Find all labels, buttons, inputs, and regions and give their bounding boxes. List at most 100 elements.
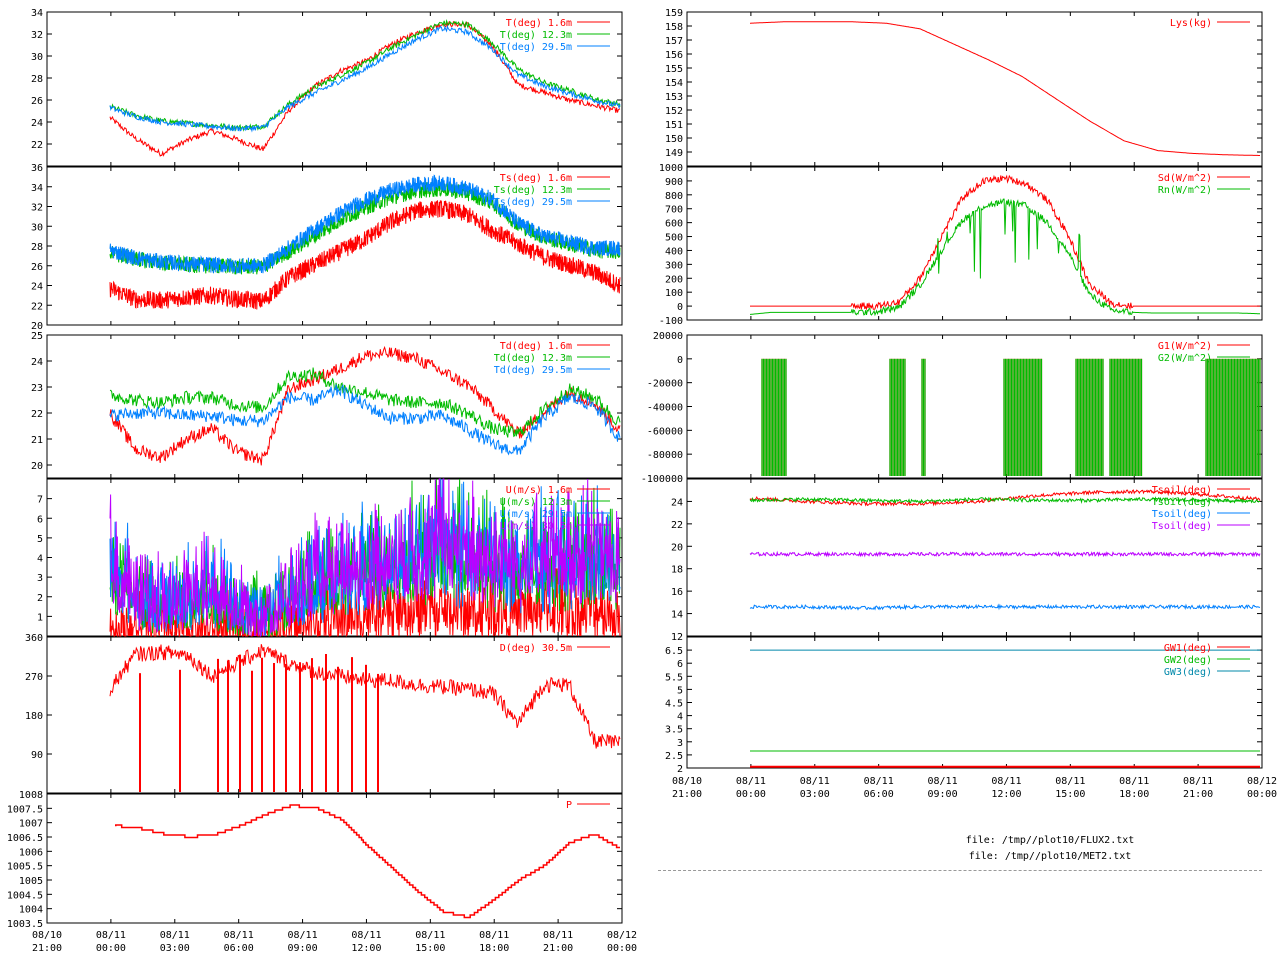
left-x-tick-label-date: 08/11 bbox=[479, 930, 509, 941]
left-x-tick-label-time: 21:00 bbox=[543, 943, 573, 954]
panel-d: 90180270360D(deg) 30.5m bbox=[25, 633, 622, 793]
y-tick-label: 152 bbox=[665, 106, 683, 117]
right-x-tick-label-date: 08/11 bbox=[1119, 776, 1149, 787]
legend-label: T(deg) 29.5m bbox=[500, 42, 572, 53]
y-tick-label: 34 bbox=[31, 8, 43, 19]
y-tick-label: 2.5 bbox=[665, 751, 683, 762]
panel-td: 202122232425Td(deg) 1.6mTd(deg) 12.3mTd(… bbox=[31, 331, 622, 478]
left-x-tick-label-date: 08/12 bbox=[607, 930, 637, 941]
left-x-tick-label-time: 18:00 bbox=[479, 943, 509, 954]
right-x-tick-label-time: 12:00 bbox=[991, 789, 1021, 800]
y-tick-label: 7 bbox=[37, 495, 43, 506]
plot-frame bbox=[47, 794, 622, 923]
y-tick-label: 25 bbox=[31, 331, 43, 342]
y-tick-label: 26 bbox=[31, 262, 43, 273]
y-tick-label: 22 bbox=[31, 140, 43, 151]
legend-label: Sd(W/m^2) bbox=[1158, 173, 1212, 184]
y-tick-label: 270 bbox=[25, 672, 43, 683]
y-tick-label: -60000 bbox=[647, 426, 683, 437]
y-tick-label: 180 bbox=[25, 711, 43, 722]
y-tick-label: 32 bbox=[31, 203, 43, 214]
y-tick-label: 1008 bbox=[19, 790, 43, 801]
right-x-tick-label-date: 08/12 bbox=[1247, 776, 1277, 787]
separator-line bbox=[658, 870, 1262, 871]
legend-label: Tsoil(deg) bbox=[1152, 509, 1212, 520]
y-tick-label: 151 bbox=[665, 120, 683, 131]
y-tick-label: 3 bbox=[37, 573, 43, 584]
y-tick-label: 3 bbox=[677, 738, 683, 749]
y-tick-label: 0 bbox=[677, 355, 683, 366]
left-x-tick-label-time: 03:00 bbox=[160, 943, 190, 954]
left-x-tick-label-time: 21:00 bbox=[32, 943, 62, 954]
y-tick-label: 24 bbox=[31, 357, 43, 368]
file-label-flux: file: /tmp//plot10/FLUX2.txt bbox=[780, 835, 1280, 846]
y-tick-label: -100000 bbox=[641, 474, 683, 485]
y-tick-label: 4 bbox=[677, 712, 683, 723]
y-tick-label: 149 bbox=[665, 148, 683, 159]
legend-label: U(m/s) 30.5m bbox=[500, 521, 572, 532]
y-tick-label: 100 bbox=[665, 288, 683, 299]
y-tick-label: 6 bbox=[37, 514, 43, 525]
right-x-tick-label-time: 06:00 bbox=[864, 789, 894, 800]
y-tick-label: 23 bbox=[31, 383, 43, 394]
right-x-tick-label-time: 00:00 bbox=[736, 789, 766, 800]
y-tick-label: 20 bbox=[31, 461, 43, 472]
plot-frame bbox=[47, 637, 622, 793]
y-tick-label: 30 bbox=[31, 222, 43, 233]
series-red bbox=[750, 22, 1260, 156]
right-x-tick-label-date: 08/10 bbox=[672, 776, 702, 787]
y-tick-label: 1005 bbox=[19, 876, 43, 887]
left-x-tick-label-date: 08/11 bbox=[351, 930, 381, 941]
legend-label: GW1(deg) bbox=[1164, 643, 1212, 654]
y-tick-label: 1 bbox=[37, 612, 43, 623]
y-tick-label: 150 bbox=[665, 134, 683, 145]
legend-label: Td(deg) 1.6m bbox=[500, 341, 572, 352]
left-x-tick-label-date: 08/11 bbox=[288, 930, 318, 941]
legend-label: GW2(deg) bbox=[1164, 655, 1212, 666]
y-tick-label: 2 bbox=[37, 593, 43, 604]
right-x-tick-label-date: 08/11 bbox=[864, 776, 894, 787]
legend-label: GW3(deg) bbox=[1164, 667, 1212, 678]
y-tick-label: 154 bbox=[665, 78, 683, 89]
panel-p: 1003.510041004.510051005.510061006.51007… bbox=[7, 790, 622, 930]
y-tick-label: 0 bbox=[677, 302, 683, 313]
y-tick-label: 600 bbox=[665, 219, 683, 230]
y-tick-label: 4 bbox=[37, 554, 43, 565]
y-tick-label: 6 bbox=[677, 659, 683, 670]
plot-frame bbox=[687, 12, 1262, 166]
left-x-tick-label-date: 08/11 bbox=[224, 930, 254, 941]
y-tick-label: 1007 bbox=[19, 819, 43, 830]
y-tick-label: 400 bbox=[665, 246, 683, 257]
y-tick-label: 153 bbox=[665, 92, 683, 103]
series-blue bbox=[750, 605, 1260, 609]
right-x-tick-label-time: 00:00 bbox=[1247, 789, 1277, 800]
y-tick-label: 300 bbox=[665, 260, 683, 271]
y-tick-label: 155 bbox=[665, 64, 683, 75]
right-x-tick-label-time: 03:00 bbox=[800, 789, 830, 800]
right-x-tick-label-date: 08/11 bbox=[928, 776, 958, 787]
left-x-tick-label-date: 08/10 bbox=[32, 930, 62, 941]
legend-label: G1(W/m^2) bbox=[1158, 341, 1212, 352]
left-x-tick-label-date: 08/11 bbox=[160, 930, 190, 941]
file-label-met: file: /tmp//plot10/MET2.txt bbox=[780, 851, 1280, 862]
left-x-tick-label-time: 09:00 bbox=[288, 943, 318, 954]
y-tick-label: 24 bbox=[671, 497, 683, 508]
left-x-tick-label-date: 08/11 bbox=[415, 930, 445, 941]
y-tick-label: 200 bbox=[665, 274, 683, 285]
left-x-tick-label-date: 08/11 bbox=[96, 930, 126, 941]
y-tick-label: 36 bbox=[31, 163, 43, 174]
left-x-tick-label-time: 15:00 bbox=[415, 943, 445, 954]
y-tick-label: 157 bbox=[665, 36, 683, 47]
y-tick-label: 1003.5 bbox=[7, 919, 43, 930]
legend-label: T(deg) 12.3m bbox=[500, 30, 572, 41]
right-x-tick-label-date: 08/11 bbox=[991, 776, 1021, 787]
left-x-tick-label-time: 00:00 bbox=[607, 943, 637, 954]
legend-label: Ts(deg) 29.5m bbox=[494, 197, 572, 208]
legend-label: Ts(deg) 12.3m bbox=[494, 185, 572, 196]
y-tick-label: 28 bbox=[31, 242, 43, 253]
y-tick-label: 158 bbox=[665, 22, 683, 33]
y-tick-label: 26 bbox=[31, 96, 43, 107]
panel-gw: 2 2.5 3 3.5 4 4.5 5 5.5 6 6.5 GW1(deg)GW2(deg)GW3(… bbox=[665, 637, 1262, 775]
